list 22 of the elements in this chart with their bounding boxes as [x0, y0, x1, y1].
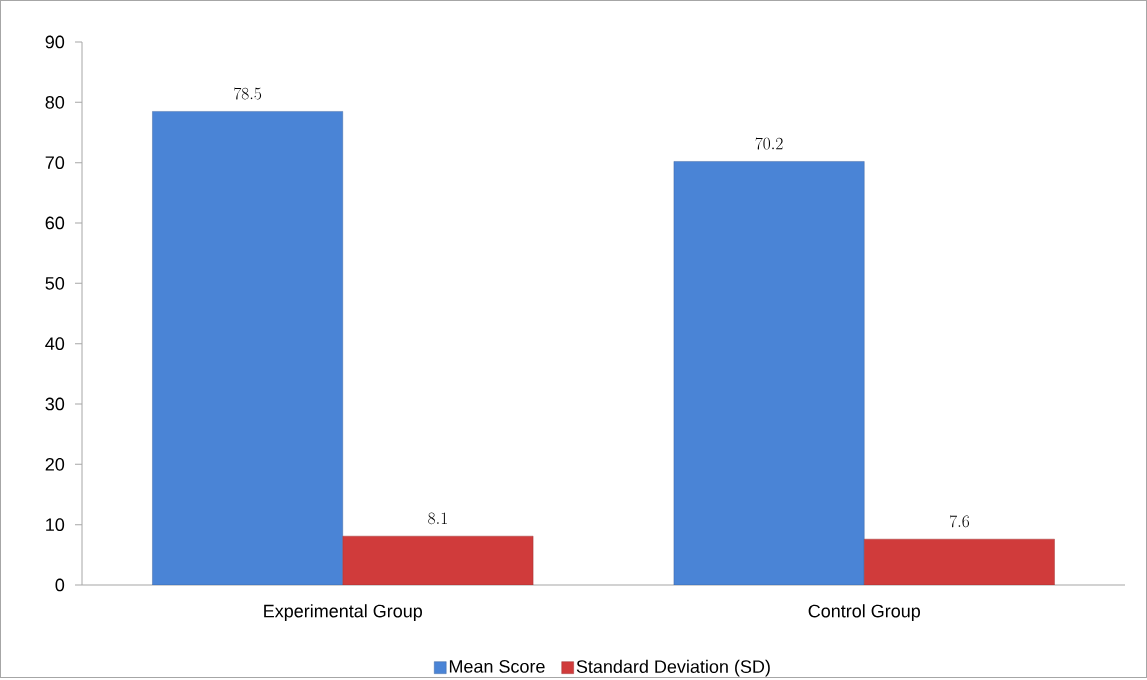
bar: [864, 539, 1055, 586]
y-tick-label: 40: [45, 337, 65, 351]
y-tick-label: 30: [45, 397, 65, 411]
bar: [673, 161, 865, 586]
y-tick-label: 10: [46, 518, 65, 532]
y-tick-label: 70: [45, 156, 65, 170]
x-tick-label: Experimental Group: [264, 604, 422, 622]
bar: [152, 111, 343, 586]
y-tick-label: 80: [45, 96, 65, 109]
y-tick-label: 90: [45, 35, 65, 49]
legend-label: Mean Score: [449, 660, 545, 673]
y-tick-label: 60: [45, 216, 65, 230]
y-tick-label: 0: [55, 578, 65, 592]
bar: [342, 536, 534, 586]
data-label: 78.5: [234, 87, 262, 100]
data-label: 7.6: [949, 515, 970, 528]
y-tick-label: 50: [45, 277, 65, 290]
data-label: 8. 1: [428, 512, 447, 525]
data-label: 70.2: [755, 137, 783, 150]
legend-label: Standard Deviation (SD): [576, 660, 770, 677]
y-tick-label: 20: [45, 458, 65, 471]
x-tick-label: Control Group: [808, 604, 920, 622]
